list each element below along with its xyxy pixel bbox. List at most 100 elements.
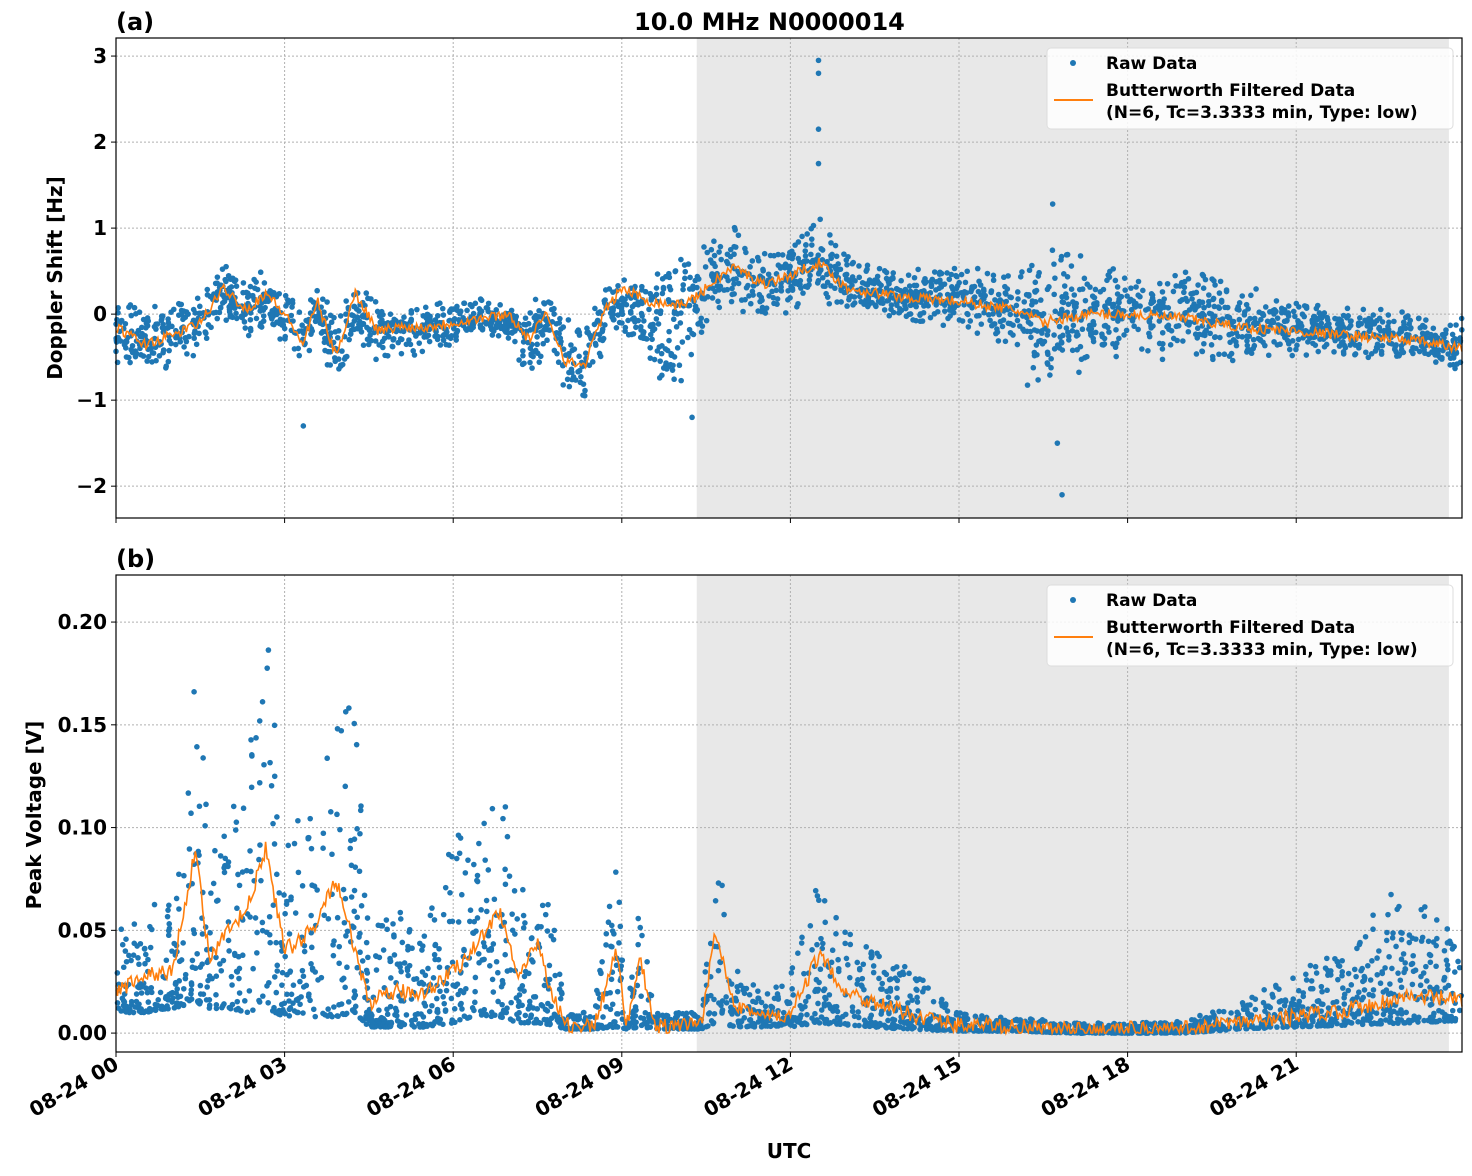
raw-data-point bbox=[197, 803, 203, 809]
raw-data-point bbox=[381, 947, 387, 953]
raw-data-point bbox=[426, 333, 432, 339]
raw-data-point bbox=[204, 335, 210, 341]
raw-data-point bbox=[813, 987, 819, 993]
raw-data-point bbox=[641, 318, 647, 324]
raw-data-point bbox=[1026, 293, 1032, 299]
raw-data-point bbox=[449, 996, 455, 1002]
raw-data-point bbox=[148, 346, 154, 352]
raw-data-point bbox=[647, 355, 653, 361]
raw-data-point bbox=[560, 324, 566, 330]
raw-data-point bbox=[613, 869, 619, 875]
raw-data-point bbox=[882, 268, 888, 274]
raw-data-point bbox=[1006, 321, 1012, 327]
raw-data-point bbox=[718, 257, 724, 263]
raw-data-point bbox=[326, 916, 332, 922]
raw-data-point bbox=[387, 959, 393, 965]
raw-data-point bbox=[186, 334, 192, 340]
raw-data-point bbox=[516, 357, 522, 363]
raw-data-point bbox=[166, 348, 172, 354]
raw-data-point bbox=[882, 307, 888, 313]
raw-data-point bbox=[976, 1028, 982, 1034]
raw-data-point bbox=[324, 755, 330, 761]
raw-data-point bbox=[197, 964, 203, 970]
raw-data-point bbox=[407, 927, 413, 933]
raw-data-point bbox=[894, 985, 900, 991]
raw-data-point bbox=[1159, 302, 1165, 308]
raw-data-point bbox=[1048, 356, 1054, 362]
raw-data-point bbox=[1251, 337, 1257, 343]
raw-data-point bbox=[803, 284, 809, 290]
raw-data-point bbox=[149, 927, 155, 933]
raw-data-point bbox=[233, 277, 239, 283]
raw-data-point bbox=[464, 308, 470, 314]
raw-data-point bbox=[1343, 345, 1349, 351]
raw-data-point bbox=[1140, 288, 1146, 294]
raw-data-point bbox=[814, 977, 820, 983]
raw-data-point bbox=[1237, 300, 1243, 306]
raw-data-point bbox=[1346, 971, 1352, 977]
raw-data-point bbox=[886, 994, 892, 1000]
raw-data-point bbox=[132, 921, 138, 927]
raw-data-point bbox=[1047, 372, 1053, 378]
raw-data-point bbox=[164, 957, 170, 963]
raw-data-point bbox=[607, 904, 613, 910]
raw-data-point bbox=[1234, 343, 1240, 349]
raw-data-point bbox=[1314, 970, 1320, 976]
raw-data-point bbox=[1296, 304, 1302, 310]
raw-data-point bbox=[1106, 329, 1112, 335]
raw-data-point bbox=[1148, 323, 1154, 329]
raw-data-point bbox=[702, 969, 708, 975]
raw-data-point bbox=[1391, 1021, 1397, 1027]
raw-data-point bbox=[920, 318, 926, 324]
raw-data-point bbox=[1003, 291, 1009, 297]
raw-data-point bbox=[631, 331, 637, 337]
raw-data-point bbox=[600, 1014, 606, 1020]
raw-data-point bbox=[261, 313, 267, 319]
raw-data-point bbox=[755, 995, 761, 1001]
raw-data-point bbox=[357, 949, 363, 955]
raw-data-point bbox=[724, 1000, 730, 1006]
raw-data-point bbox=[364, 1021, 370, 1027]
raw-data-point bbox=[502, 325, 508, 331]
raw-data-point bbox=[967, 318, 973, 324]
raw-data-point bbox=[1370, 312, 1376, 318]
raw-data-point bbox=[694, 308, 700, 314]
raw-data-point bbox=[844, 303, 850, 309]
raw-data-point bbox=[1007, 312, 1013, 318]
raw-data-point bbox=[803, 242, 809, 248]
raw-data-point bbox=[735, 989, 741, 995]
raw-data-point bbox=[688, 352, 694, 358]
raw-data-point bbox=[401, 314, 407, 320]
raw-data-point bbox=[267, 760, 273, 766]
raw-data-point bbox=[996, 312, 1002, 318]
raw-data-point bbox=[1314, 306, 1320, 312]
raw-data-point bbox=[491, 989, 497, 995]
raw-data-point bbox=[800, 290, 806, 296]
raw-data-point bbox=[171, 307, 177, 313]
raw-data-point bbox=[129, 999, 135, 1005]
raw-data-point bbox=[763, 1023, 769, 1029]
raw-data-point bbox=[548, 300, 554, 306]
raw-data-point bbox=[1304, 304, 1310, 310]
raw-data-point bbox=[725, 278, 731, 284]
raw-data-point bbox=[458, 1002, 464, 1008]
raw-data-point bbox=[1171, 336, 1177, 342]
raw-data-point bbox=[486, 933, 492, 939]
raw-data-point bbox=[852, 1013, 858, 1019]
raw-data-point bbox=[441, 312, 447, 318]
raw-data-point bbox=[891, 310, 897, 316]
raw-data-point bbox=[1352, 352, 1358, 358]
raw-data-point bbox=[1384, 987, 1390, 993]
raw-data-point bbox=[1367, 1015, 1373, 1021]
raw-data-point bbox=[1059, 254, 1065, 260]
raw-data-point bbox=[1055, 440, 1061, 446]
raw-data-point bbox=[675, 345, 681, 351]
raw-data-point bbox=[702, 296, 708, 302]
raw-data-point bbox=[535, 350, 541, 356]
raw-data-point bbox=[237, 883, 243, 889]
raw-data-point bbox=[976, 313, 982, 319]
raw-data-point bbox=[1206, 292, 1212, 298]
raw-data-point bbox=[520, 348, 526, 354]
raw-data-point bbox=[1149, 291, 1155, 297]
raw-data-point bbox=[538, 924, 544, 930]
